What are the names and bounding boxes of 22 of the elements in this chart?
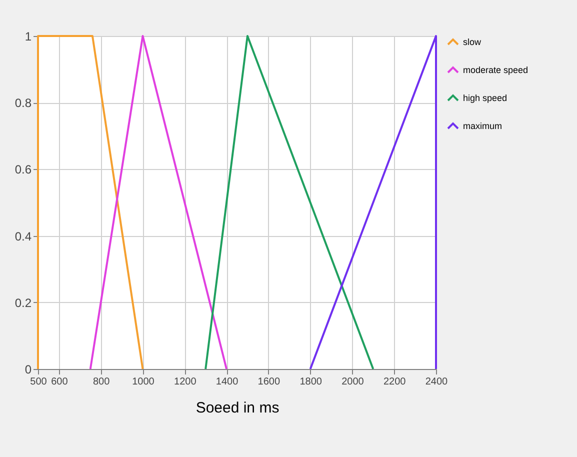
x-tick-label: 1600 [258, 376, 280, 388]
x-tick-label: 2200 [383, 376, 406, 388]
x-tick-label: 1800 [300, 376, 322, 388]
x-axis-title: Soeed in ms [196, 400, 280, 416]
y-tick-label: 0.8 [14, 96, 32, 110]
y-tick-label: 0.2 [14, 296, 32, 310]
legend-label: moderate speed [463, 65, 528, 75]
x-tick-label: 2400 [425, 376, 448, 388]
legend-label: slow [463, 37, 482, 47]
y-tick-label: 1 [24, 30, 32, 44]
x-tick-label: 800 [93, 376, 110, 388]
y-tick-label: 0 [24, 362, 32, 376]
legend-label: high speed [463, 93, 508, 103]
y-tick-label: 0.6 [14, 162, 32, 177]
x-tick-label: 1000 [132, 376, 155, 388]
x-tick-label: 2000 [342, 376, 364, 388]
x-tick-label: 1200 [174, 376, 197, 388]
x-tick-label: 500 [30, 376, 48, 388]
x-tick-label: 600 [51, 376, 68, 388]
y-tick-label: 0.4 [14, 229, 32, 244]
legend-label: maximum [463, 121, 502, 131]
x-tick-label: 1400 [216, 376, 239, 388]
